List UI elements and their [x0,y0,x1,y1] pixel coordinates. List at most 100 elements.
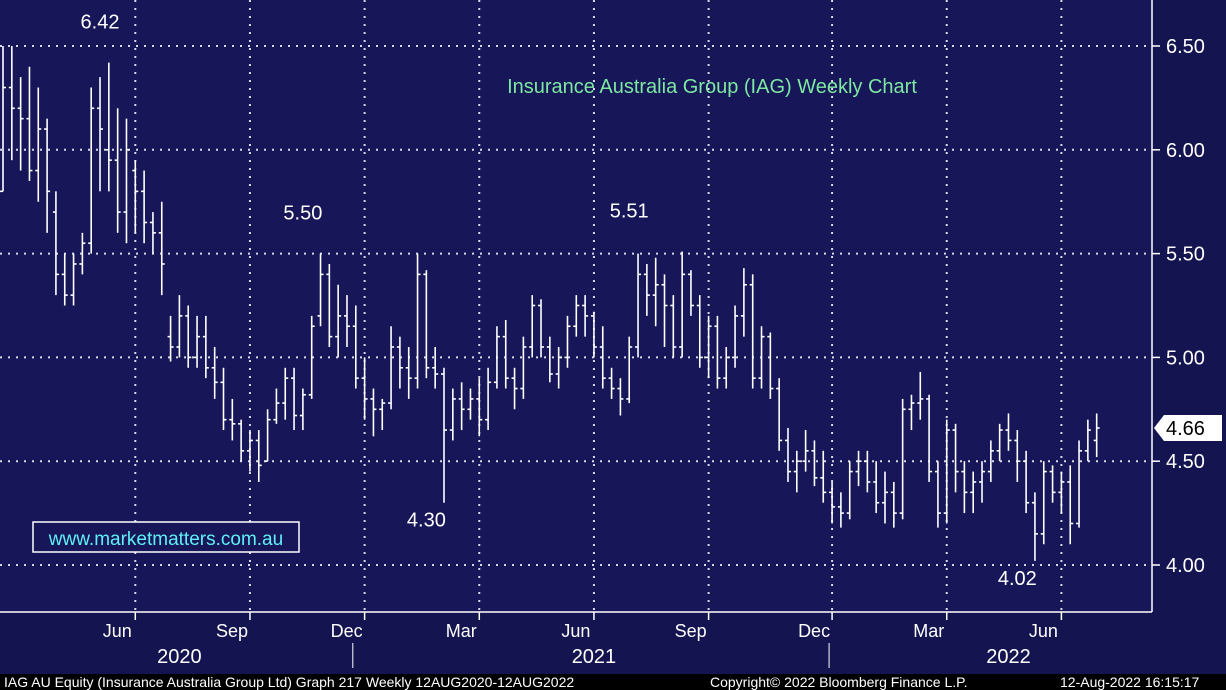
ohlc-bar [97,77,104,192]
ohlc-bar [590,311,597,358]
last-price-label: 4.66 [1166,418,1205,440]
ohlc-bar [908,394,915,431]
ohlc-bar [1040,461,1047,545]
ohlc-bar [476,378,483,437]
ohlc-bar [123,118,130,244]
grid-lines [0,0,1152,612]
year-label: 2021 [572,646,617,668]
footer-copyright: Copyright© 2022 Bloomberg Finance L.P. [710,674,968,690]
ohlc-bar [1076,440,1083,528]
ohlc-bar [52,191,59,296]
year-label: 2020 [157,646,202,668]
y-tick-label: 4.00 [1166,555,1205,577]
footer-timestamp: 12-Aug-2022 16:15:17 [1060,674,1200,690]
ohlc-bar [441,367,447,503]
price-annotation: 6.42 [81,12,120,34]
chart-title: Insurance Australia Group (IAG) Weekly C… [507,76,917,98]
ohlc-bar [105,62,112,192]
y-tick-label: 5.00 [1166,347,1205,369]
ohlc-bar [44,118,51,233]
ohlc-bar [220,367,227,431]
ohlc-bar [784,427,791,482]
ohlc-bar [979,461,986,503]
ohlc-bar [802,430,809,472]
ohlc-bar [114,108,121,233]
ohlc-bar [326,263,333,348]
ohlc-bar [943,419,950,524]
ohlc-bar [61,253,68,306]
ohlc-bar [273,388,280,424]
ohlc-bar [379,398,386,431]
ohlc-bar [679,251,686,358]
ohlc-bar [564,315,571,368]
ohlc-bar [8,46,15,161]
ohlc-bar [1049,465,1056,503]
ohlc-bar [88,87,95,254]
ohlc-bar [370,388,377,437]
y-tick-label: 6.50 [1166,36,1205,58]
ohlc-bar [317,253,324,327]
x-tick-label: Jun [103,621,132,641]
ohlc-bar [608,367,615,399]
year-label: 2022 [986,646,1031,668]
watermark[interactable]: www.marketmatters.com.au [32,521,300,553]
ohlc-bar [238,419,245,462]
ohlc-bar [970,471,977,514]
ohlc-bar [361,357,368,420]
ohlc-bar [246,430,253,472]
ohlc-bar [299,388,306,431]
ohlc-bar [1084,419,1091,462]
ohlc-bar [388,326,395,410]
last-price-marker [1154,414,1222,441]
ohlc-bar [917,371,924,420]
ohlc-bar [890,481,897,528]
ohlc-bar [211,347,218,399]
ohlc-bar [17,77,24,171]
ohlc-bar [158,201,165,296]
ohlc-bar [1014,430,1021,482]
price-annotation: 4.02 [998,568,1037,590]
y-axis: 4.00 4.50 5.00 5.50 6.00 6.50 4.66 [1151,0,1222,612]
y-tick-label: 6.00 [1166,140,1205,162]
ohlc-bar [811,440,818,487]
ohlc-bar [740,268,747,337]
ohlc-bar [26,66,33,181]
ohlc-bar [996,423,1003,462]
ohlc-bar [414,253,421,389]
footer-security-info: IAG AU Equity (Insurance Australia Group… [4,674,575,690]
ohlc-bar [229,398,236,441]
ohlc-bar [599,326,606,389]
ohlc-bar [749,274,756,389]
ohlc-bar [264,409,271,463]
ohlc-bar [529,295,536,358]
ohlc-bar [546,336,553,383]
ohlc-bar [617,378,624,416]
ohlc-bar [820,450,827,503]
ohlc-bar [458,382,465,431]
ohlc-bar [202,315,209,379]
ohlc-bar [573,295,580,337]
ohlc-bar [449,388,456,441]
ohlc-bar [1005,413,1012,451]
x-tick-label: Jun [561,621,590,641]
ohlc-bar [396,336,403,389]
ohlc-bar [855,450,862,487]
ohlc-bar [493,326,500,389]
ohlc-bar [255,430,262,482]
ohlc-bar [723,347,730,389]
ohlc-bar [335,284,342,358]
ohlc-bar [829,481,836,524]
ohlc-bar [70,253,77,306]
x-axis: Jun Sep Dec Mar Jun Sep Dec Mar Jun 2020 2021 2022 [0,611,1152,668]
ohlc-bar [132,160,139,233]
ohlc-bar [670,295,677,358]
ohlc-bar [282,367,289,420]
ohlc-bar [732,305,739,368]
ohlc-bar [987,440,994,482]
ohlc-bar [1093,413,1100,458]
ohlc-bar [961,461,968,514]
ohlc-bar [635,253,642,358]
ohlc-bar [864,450,871,493]
ohlc-bar [485,367,492,431]
watermark-text[interactable]: www.marketmatters.com.au [48,529,283,550]
